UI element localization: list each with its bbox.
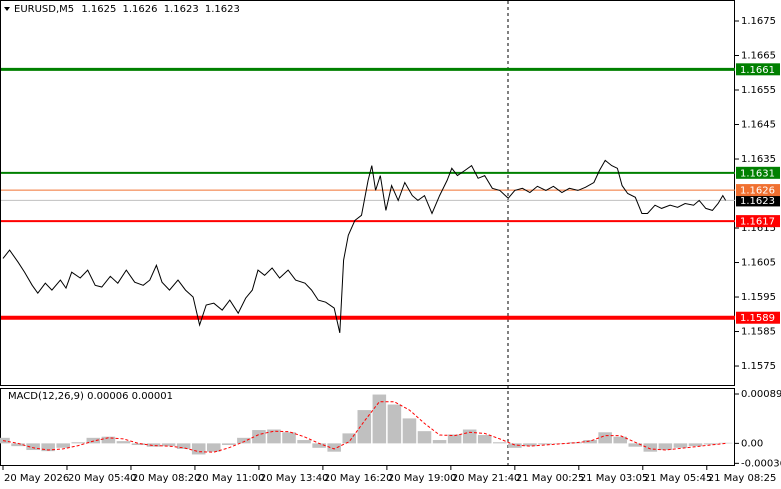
histogram-bar: [282, 432, 296, 444]
y-tick-label: 1.1645: [741, 120, 776, 131]
histogram-bar: [101, 436, 116, 444]
y-tick-label: 1.1585: [741, 327, 776, 338]
y-tick-label: 1.1665: [741, 51, 776, 62]
histogram-bar: [267, 429, 281, 444]
y-tick-label: -0.00036: [741, 458, 781, 469]
histogram-bar: [206, 443, 221, 452]
histogram-bar: [71, 442, 86, 444]
level-label: 1.1623: [740, 196, 775, 207]
histogram-bar: [191, 443, 206, 455]
histogram-bar: [673, 443, 688, 448]
symbol: EURUSD,M5: [14, 4, 74, 15]
x-tick-label: 21 May 05:45: [644, 473, 713, 484]
level-label-box: [736, 184, 780, 197]
y-tick-label: 0.00089: [741, 389, 781, 400]
histogram-bar: [146, 443, 161, 447]
histogram-bar: [11, 443, 25, 447]
histogram-bar: [116, 441, 131, 444]
y-tick-label: 1.1615: [741, 223, 776, 234]
y-tick-label: 1.1595: [741, 292, 776, 303]
histogram-bar: [432, 440, 447, 444]
histogram-bar: [613, 436, 627, 444]
histogram-bar: [508, 443, 522, 448]
histogram-bar: [703, 443, 718, 445]
histogram-bar: [387, 404, 402, 444]
histogram-bar: [56, 443, 70, 448]
histogram-bar: [161, 443, 176, 447]
x-tick-label: 20 May 13:40: [260, 473, 329, 484]
x-tick-label: 20 May 08:20: [132, 473, 201, 484]
level-label-box: [736, 215, 780, 228]
level-label-box: [736, 311, 780, 324]
histogram-bar: [477, 435, 492, 444]
y-tick-label: 1.1655: [741, 85, 776, 96]
low: 1.1623: [164, 4, 199, 15]
y-tick-label: 0.00: [741, 438, 763, 449]
histogram-bar: [131, 443, 146, 446]
histogram-bar: [176, 443, 191, 449]
level-label: 1.1589: [740, 313, 775, 324]
close: 1.1623: [205, 4, 240, 15]
symbol-header: EURUSD,M5 1.1625 1.1626 1.1623 1.1623: [14, 4, 240, 15]
x-tick-label: 20 May 16:20: [324, 473, 393, 484]
level-label-box: [736, 194, 780, 207]
histogram-bar: [327, 443, 341, 452]
x-tick-label: 21 May 00:25: [516, 473, 585, 484]
histogram-bar: [628, 443, 643, 447]
menu-icon: [4, 7, 10, 11]
x-tick-label: 20 May 2026: [4, 473, 69, 484]
main-panel: [0, 0, 735, 386]
level-label-box: [736, 166, 780, 179]
histogram-bar: [523, 443, 537, 447]
histogram-bar: [297, 440, 311, 444]
histogram-bar: [252, 430, 266, 444]
y-tick-label: 1.1675: [741, 16, 776, 27]
histogram-bar: [417, 431, 432, 444]
histogram-bar: [26, 443, 40, 451]
macd-title: MACD(12,26,9) 0.00006 0.00001: [8, 391, 173, 402]
histogram-bar: [538, 443, 552, 445]
histogram-bar: [222, 443, 236, 446]
y-tick-label: 1.1635: [741, 154, 776, 165]
histogram-bar: [493, 442, 507, 444]
histogram-bar: [372, 394, 387, 444]
histogram-bar: [553, 443, 567, 444]
level-label-box: [736, 63, 780, 76]
x-tick-label: 20 May 11:00: [196, 473, 265, 484]
histogram-bar: [718, 442, 733, 444]
high: 1.1626: [123, 4, 158, 15]
x-tick-label: 20 May 05:40: [68, 473, 137, 484]
x-tick-label: 20 May 19:00: [388, 473, 457, 484]
level-label: 1.1626: [740, 186, 775, 197]
x-tick-label: 20 May 21:40: [452, 473, 521, 484]
histogram-bar: [402, 418, 417, 444]
level-label: 1.1661: [740, 65, 775, 76]
histogram-bar: [598, 432, 612, 444]
level-label: 1.1631: [740, 168, 775, 179]
histogram-bar: [41, 443, 55, 452]
histogram-bar: [643, 443, 658, 452]
y-tick-label: 1.1575: [741, 361, 776, 372]
level-label: 1.1617: [740, 217, 775, 228]
histogram-bar: [688, 443, 703, 447]
histogram-bar: [583, 440, 597, 444]
histogram-bar: [312, 443, 326, 448]
price-line: [2, 159, 727, 334]
open: 1.1625: [81, 4, 116, 15]
histogram-bar: [357, 410, 372, 444]
histogram-bar: [237, 437, 251, 444]
x-tick-label: 21 May 08:25: [708, 473, 777, 484]
histogram-bar: [462, 429, 477, 444]
y-tick-label: 1.1605: [741, 258, 776, 269]
x-tick-label: 21 May 03:05: [580, 473, 649, 484]
histogram-bar: [447, 434, 462, 444]
histogram-bar: [342, 433, 357, 444]
signal-line: [2, 401, 726, 453]
histogram-bar: [568, 442, 582, 444]
histogram-bar: [658, 443, 673, 451]
